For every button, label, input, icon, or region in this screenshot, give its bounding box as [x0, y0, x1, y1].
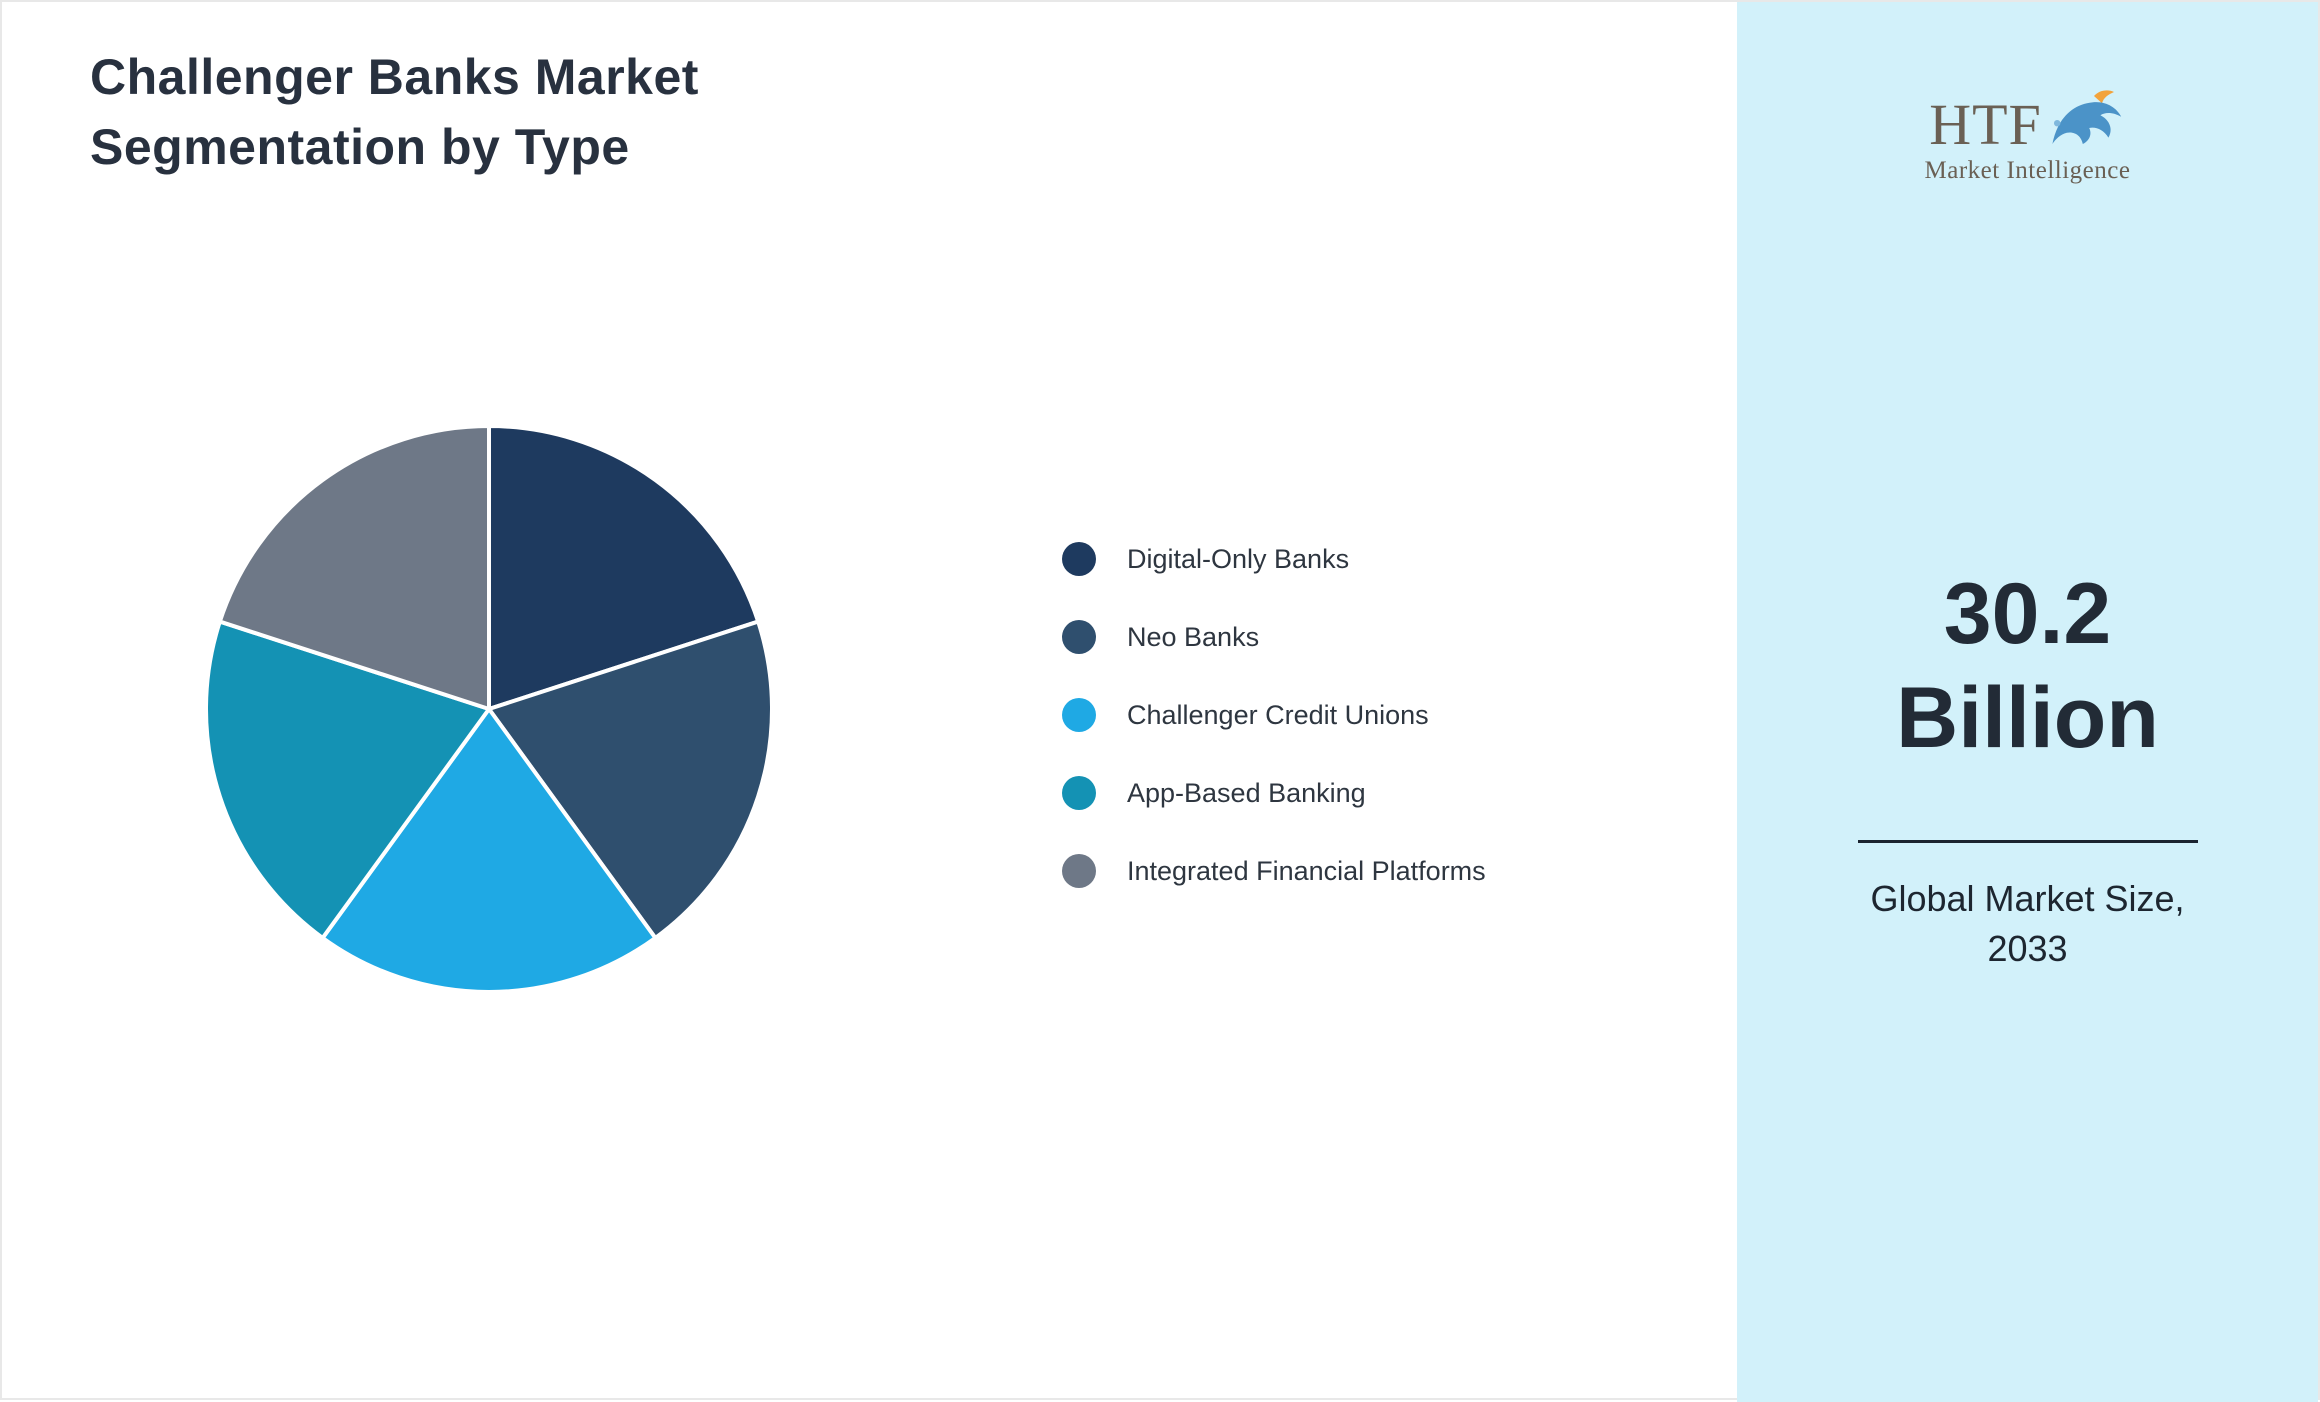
legend-swatch	[1062, 542, 1096, 576]
dolphin-icon	[2052, 90, 2121, 144]
legend-label: Digital-Only Banks	[1127, 543, 1350, 574]
sidebar: HTF Market Intelligence 30.2 Billion Glo…	[1737, 2, 2318, 1402]
legend-item: Challenger Credit Unions	[1062, 697, 1486, 733]
legend-swatch	[1062, 620, 1096, 654]
pie-chart	[204, 424, 774, 994]
legend-item: Digital-Only Banks	[1062, 541, 1486, 577]
legend-label: Neo Banks	[1127, 621, 1260, 652]
pie-slice-4	[217, 424, 491, 711]
market-size-unit: Billion	[1896, 670, 2159, 766]
legend-label: Integrated Financial Platforms	[1127, 855, 1486, 886]
logo-lockup: HTF	[1929, 88, 2126, 154]
legend-item: Integrated Financial Platforms	[1062, 853, 1486, 889]
caption-line-1: Global Market Size,	[1870, 878, 2185, 919]
divider	[1857, 840, 2198, 843]
legend-label: App-Based Banking	[1127, 777, 1366, 808]
dolphin-body	[2052, 102, 2121, 144]
pie-slice-0	[487, 424, 761, 711]
page-title-line-2: Segmentation by Type	[90, 119, 630, 175]
legend-swatch	[1062, 854, 1096, 888]
caption-line-2: 2033	[1987, 928, 2068, 969]
legend-item: App-Based Banking	[1062, 775, 1486, 811]
pie-slice-2	[320, 707, 658, 994]
htf-logo: HTF Market Intelligence	[1737, 88, 2318, 185]
pie-slice-1	[487, 619, 774, 940]
legend-label: Challenger Credit Unions	[1127, 699, 1429, 730]
dolphin-splash	[2093, 90, 2114, 104]
page-title-line-1: Challenger Banks Market	[90, 49, 699, 105]
logo-brand-text: HTF	[1929, 92, 2042, 157]
market-size-caption: Global Market Size, 2033	[1737, 874, 2318, 974]
legend-swatch	[1062, 698, 1096, 732]
pie-slice-3	[204, 619, 491, 940]
market-size-number: 30.2	[1943, 566, 2112, 662]
legend-item: Neo Banks	[1062, 619, 1486, 655]
dolphin-bubble	[2053, 120, 2061, 127]
chart-legend: Digital-Only Banks Neo Banks Challenger Cr…	[1062, 541, 1486, 889]
logo-tagline: Market Intelligence	[1924, 157, 2131, 184]
market-size: 30.2 Billion	[1737, 562, 2318, 770]
legend-swatch	[1062, 776, 1096, 810]
page-title: Challenger Banks Market Segmentation by …	[90, 42, 699, 182]
